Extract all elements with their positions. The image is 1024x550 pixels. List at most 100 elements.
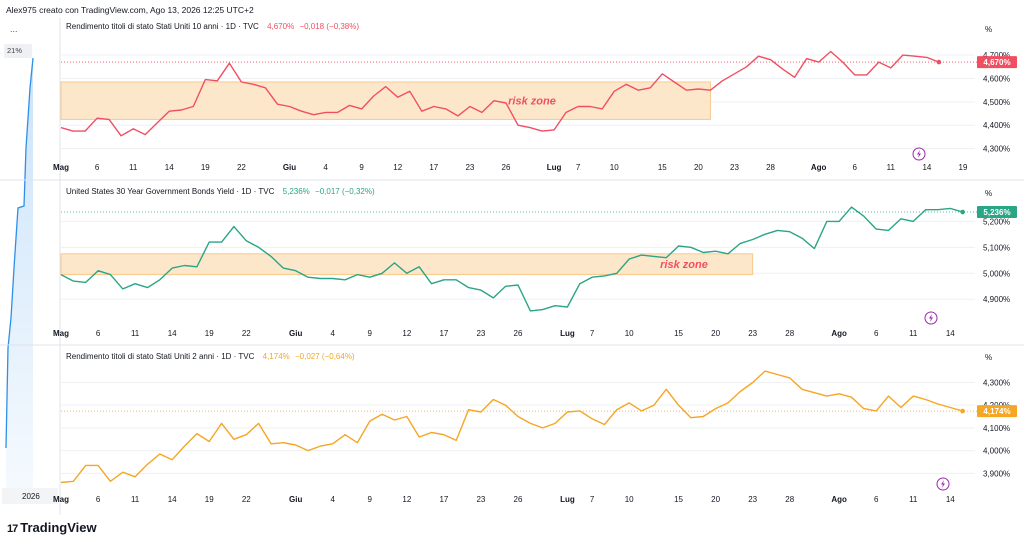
pane-1-last-point [936,59,942,65]
pane-1-x-tick: Mag [53,163,69,172]
pane-2-price-tag [977,206,1017,219]
pane-2-series-line [60,206,963,312]
pane-3-x-tick: 20 [711,495,720,504]
pane-1-last-value: 4,670% [267,22,295,31]
pane-3-x-tick: 6 [96,495,101,504]
pane-1-x-tick: Lug [547,163,562,172]
pane-1-y-tick: 4,500% [983,98,1010,107]
pane-1-lightning-glyph [917,150,921,158]
pane-1-x-tick: 7 [576,163,581,172]
pane-1-risk-zone [60,81,711,120]
pane-2-y-tick: 5,000% [983,269,1010,278]
pane-2-price-tag-text: 5,236% [983,208,1010,217]
pane-2-title-text: United States 30 Year Government Bonds Y… [66,187,275,196]
pane-3-x-tick: 26 [514,495,523,504]
pane-3-x-tick: Mag [53,495,69,504]
pane-2-x-tick: 20 [711,329,720,338]
pane-3-price-tag-text: 4,174% [983,407,1010,416]
tradingview-logo-icon: 17 [7,523,18,535]
pane-2-change: −0,017 (−0,32%) [315,187,375,196]
pane-3-x-tick: 12 [402,495,411,504]
pane-2-x-tick: Giu [289,329,302,338]
pane-1-x-tick: 11 [887,163,896,172]
chart-snapshot-header: Alex975 creato con TradingView.com, Ago … [6,5,254,15]
sidebar-mini-chart [5,57,34,488]
more-icon[interactable]: ... [10,24,18,34]
pane-1-x-tick: 19 [201,163,210,172]
pane-2-y-tick: 4,900% [983,295,1010,304]
pane-2-x-tick: 7 [590,329,595,338]
pane-1-y-tick: 4,300% [983,145,1010,154]
pane-3-x-tick: 7 [590,495,595,504]
pane-3-x-tick: 11 [131,495,140,504]
pane-1-x-tick: 17 [429,163,438,172]
pane-3-last-value: 4,174% [262,352,290,361]
pane-3-x-tick: 6 [874,495,879,504]
pane-1-x-tick: 10 [610,163,619,172]
pane-2-x-tick: 19 [205,329,214,338]
pane-3-y-tick: 4,000% [983,447,1010,456]
pane-1-x-tick: 14 [922,163,931,172]
sidebar-year-box [2,488,58,504]
pane-3-last-point [960,408,965,414]
pane-2-x-tick: 26 [514,329,523,338]
pane-1-x-tick: 9 [359,163,364,172]
pane-1-x-tick: 14 [165,163,174,172]
pane-3-x-tick: 15 [674,495,683,504]
pane-1-price-tag-text: 4,670% [983,58,1010,67]
tradingview-logo[interactable]: 17 TradingView [7,520,97,535]
pane-1-y-tick: 4,600% [983,74,1010,83]
pane-3-x-tick: 9 [368,495,373,504]
pane-1-y-tick: 4,700% [983,51,1010,60]
pane-2-risk-zone-label: risk zone [660,259,708,271]
pane-1-x-tick: 11 [129,163,138,172]
pane-3-y-tick: 3,900% [983,469,1010,478]
pane-2-x-tick: 11 [131,329,140,338]
pane-2-y-tick: 5,200% [983,217,1010,226]
pane-3-title: Rendimento titoli di stato Stati Uniti 2… [66,352,355,361]
pane-1-x-tick: 26 [502,163,511,172]
pane-1-price-tag [977,56,1017,69]
pane-3-x-tick: 19 [205,495,214,504]
pane-3-price-tag [977,405,1017,418]
pane-2-x-tick: 23 [476,329,485,338]
pane-3-y-tick: 4,100% [983,424,1010,433]
pane-2-y-tick: 5,100% [983,243,1010,252]
pane-2-x-tick: 15 [674,329,683,338]
pane-1-x-tick: 6 [853,163,858,172]
pane-3-y-tick: 4,300% [983,378,1010,387]
pane-3-x-tick: Giu [289,495,302,504]
pane-1-title: Rendimento titoli di stato Stati Uniti 1… [66,22,359,31]
pane-3-x-tick: 23 [748,495,757,504]
pane-3-x-tick: 17 [439,495,448,504]
pane-1-title-text: Rendimento titoli di stato Stati Uniti 1… [66,22,259,31]
left-sidebar-chart: ... 21% 2026 [0,18,60,515]
pane-1-x-tick: 23 [730,163,739,172]
pane-3-x-tick: 4 [331,495,336,504]
pane-3-x-tick: 14 [168,495,177,504]
pane-1-y-tick: 4,400% [983,121,1010,130]
pane-2-x-tick: 22 [242,329,251,338]
pane-1-x-tick: 28 [766,163,775,172]
pane-3-change: −0,027 (−0,64%) [295,352,355,361]
pane-2-x-tick: 10 [625,329,634,338]
pane-3-series-line [60,370,963,484]
pane-2-x-tick: 6 [96,329,101,338]
charts-svg: 4,700% 4,600% 4,500% 4,400% 4,300%% Mag 6 11 14 1… [0,18,1024,515]
pane-2-x-tick: 4 [331,329,336,338]
pane-1-risk-zone-label: risk zone [508,96,556,108]
pane-2-x-tick: 6 [874,329,879,338]
pane-2-unit-label: % [985,189,992,198]
pane-3-lightning-glyph [941,480,945,488]
pane-1-x-tick: 15 [658,163,667,172]
pane-2-x-tick: 14 [168,329,177,338]
pane-2-x-tick: 17 [439,329,448,338]
pane-1-change: −0,018 (−0,38%) [299,22,360,31]
tradingview-logo-text: TradingView [20,520,97,535]
pane-1-x-tick: Ago [811,163,827,172]
pane-1-x-tick: 4 [323,163,328,172]
pane-2-x-tick: 12 [402,329,411,338]
pane-3-x-tick: Ago [831,495,847,504]
pane-1-x-tick: 12 [393,163,402,172]
pane-1-x-tick: 19 [959,163,968,172]
